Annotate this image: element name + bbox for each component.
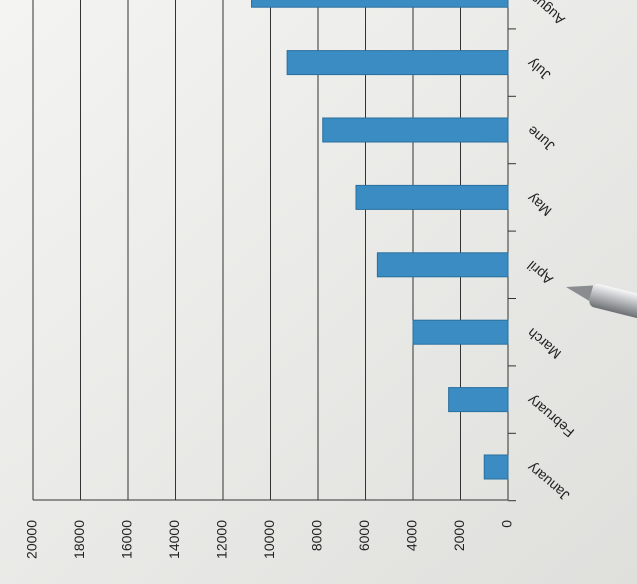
x-tick-label: 10000 <box>261 520 277 559</box>
bar <box>251 0 509 8</box>
pen-body <box>589 283 637 320</box>
plot-area: 0 2000 4000 6000 8000 10000 12000 14000 16000 180… <box>24 0 577 559</box>
x-tick-label: 14000 <box>166 520 182 559</box>
bar <box>322 117 509 143</box>
x-tick-label: 2000 <box>451 520 467 551</box>
bar <box>376 252 509 278</box>
x-tick-label: 16000 <box>119 520 135 559</box>
pen <box>566 283 637 320</box>
x-tick-label: 18000 <box>71 520 87 559</box>
bar <box>448 387 509 413</box>
bar <box>286 50 509 76</box>
bar <box>412 319 509 345</box>
bar <box>483 454 509 480</box>
x-tick-label: 8000 <box>309 520 325 551</box>
bar <box>355 184 509 210</box>
x-tick-label: 4000 <box>404 520 420 551</box>
pen-tip <box>566 285 594 302</box>
x-tick-label: 12000 <box>214 520 230 559</box>
x-tick-label: 20000 <box>24 520 40 559</box>
x-tick-label: 6000 <box>356 520 372 551</box>
x-tick-label: 0 <box>499 520 515 528</box>
